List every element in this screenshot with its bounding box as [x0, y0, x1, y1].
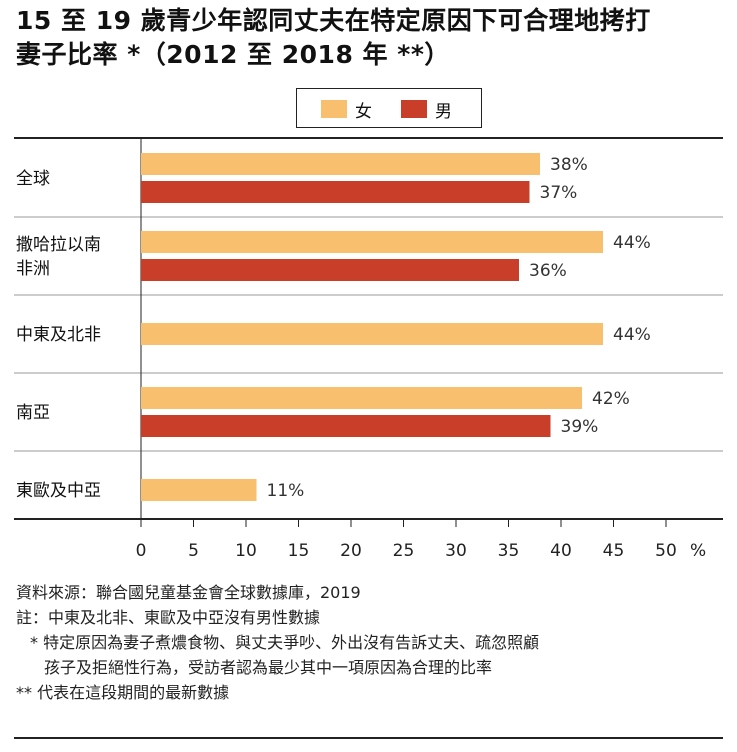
chart-title: 15 至 19 歲青少年認同丈夫在特定原因下可合理地拷打 妻子比率 *（2012…: [16, 4, 716, 72]
bar-male: [141, 259, 519, 281]
x-tick-label: 15: [288, 541, 310, 561]
title-line-2: 妻子比率 *（2012 至 2018 年 **）: [16, 40, 450, 69]
x-tick-label: 5: [188, 541, 199, 561]
value-label: 39%: [561, 417, 599, 437]
category-label: 南亞: [16, 403, 50, 423]
footnote-star2: ** 代表在這段期間的最新數據: [16, 683, 230, 702]
legend-swatch-female: [321, 100, 347, 118]
category-label: 非洲: [16, 259, 50, 279]
footnote-star1-line2: 孩子及拒絕性行為，受訪者認為最少其中一項原因為合理的比率: [44, 658, 493, 677]
x-tick-label: 30: [445, 541, 467, 561]
footnotes: 資料來源：聯合國兒童基金會全球數據庫，2019 註：中東及北非、東歐及中亞沒有男…: [16, 580, 726, 705]
legend-label-male: 男: [435, 102, 452, 122]
x-tick-label: 0: [136, 541, 147, 561]
bar-female: [141, 479, 257, 501]
x-tick-label: 10: [235, 541, 257, 561]
source-note: 資料來源：聯合國兒童基金會全球數據庫，2019: [16, 583, 361, 602]
bar-female: [141, 323, 603, 345]
x-tick-label: 45: [603, 541, 625, 561]
x-tick-label: 20: [340, 541, 362, 561]
x-tick-label: 40: [550, 541, 572, 561]
x-axis-unit: %: [690, 541, 706, 561]
bar-female: [141, 153, 540, 175]
legend-swatch-male: [401, 100, 427, 118]
category-label: 全球: [16, 169, 50, 189]
bottom-divider: [14, 737, 723, 739]
value-label: 38%: [550, 155, 588, 175]
category-label: 東歐及中亞: [16, 481, 101, 501]
category-label: 中東及北非: [16, 325, 101, 345]
bar-female: [141, 231, 603, 253]
value-label: 37%: [540, 183, 578, 203]
bar-male: [141, 181, 530, 203]
value-label: 36%: [529, 261, 567, 281]
value-label: 42%: [592, 389, 630, 409]
title-line-1: 15 至 19 歲青少年認同丈夫在特定原因下可合理地拷打: [16, 6, 651, 35]
x-tick-label: 25: [393, 541, 415, 561]
value-label: 11%: [267, 481, 305, 501]
data-note: 註：中東及北非、東歐及中亞沒有男性數據: [16, 608, 321, 627]
legend-label-female: 女: [355, 102, 372, 122]
value-label: 44%: [613, 233, 651, 253]
bar-female: [141, 387, 582, 409]
value-label: 44%: [613, 325, 651, 345]
x-tick-label: 50: [655, 541, 677, 561]
legend: 女 男: [296, 88, 482, 128]
footnote-star1-line1: * 特定原因為妻子煮燶食物、與丈夫爭吵、外出沒有告訴丈夫、疏忽照顧: [30, 633, 540, 652]
axis-bottom-rule: [14, 518, 723, 520]
top-divider: [14, 137, 723, 139]
bar-male: [141, 415, 551, 437]
x-tick-label: 35: [498, 541, 520, 561]
category-label: 撒哈拉以南: [16, 235, 101, 255]
